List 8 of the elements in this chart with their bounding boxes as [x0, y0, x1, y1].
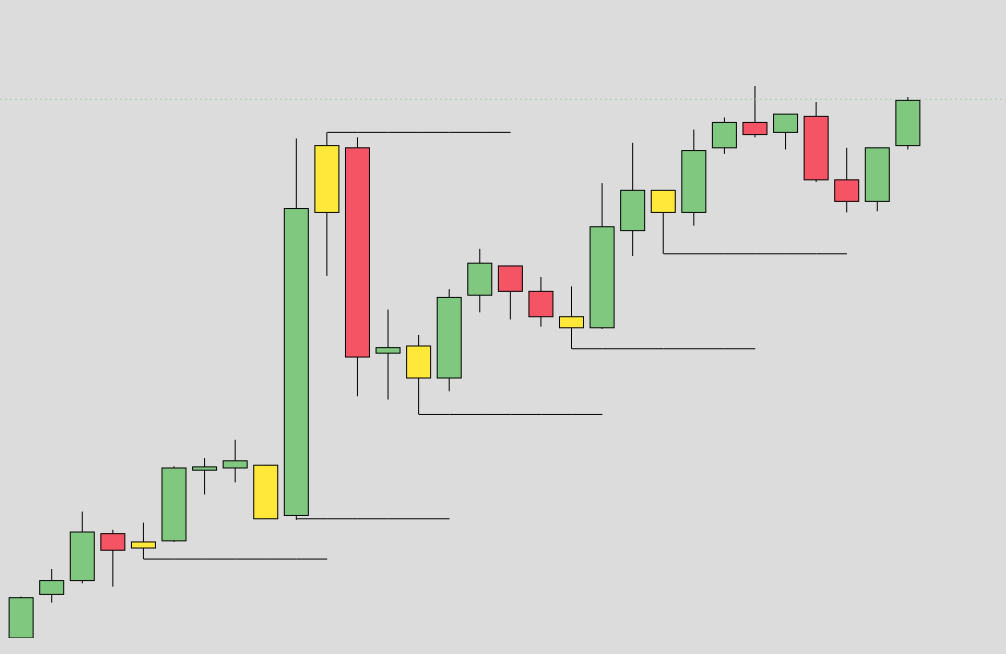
candlestick	[375, 309, 401, 401]
candlestick	[773, 113, 799, 150]
candlestick	[742, 86, 768, 138]
candlestick	[100, 529, 126, 588]
candlestick	[39, 568, 65, 604]
candlestick	[834, 147, 860, 213]
candlestick	[192, 457, 218, 495]
candlestick	[222, 439, 248, 483]
